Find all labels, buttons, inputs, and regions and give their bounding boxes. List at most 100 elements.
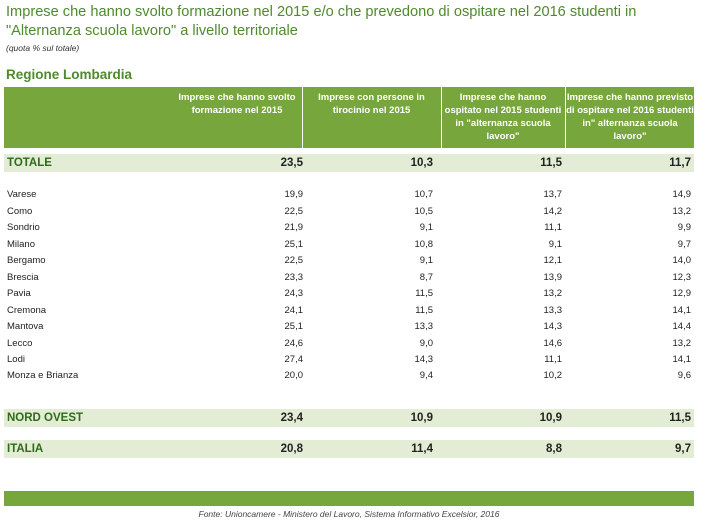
table-row: Mantova 25,1 13,3 14,3 14,4 xyxy=(4,319,694,335)
table-title: Imprese che hanno svolto formazione nel … xyxy=(6,4,637,39)
cell-value: 14,1 xyxy=(672,305,692,316)
cell-value: 22,5 xyxy=(284,206,304,217)
cell-value: 20,0 xyxy=(284,370,304,381)
cell-value: 11,5 xyxy=(415,288,433,299)
cell-value: 8,8 xyxy=(546,443,562,455)
cell-value: 14,6 xyxy=(543,338,563,349)
cell-value: 14,1 xyxy=(672,354,692,365)
cell-value: 11,7 xyxy=(669,157,691,169)
cell-value: 11,5 xyxy=(415,305,433,316)
cell-value: 14,9 xyxy=(672,189,692,200)
row-label: Cremona xyxy=(7,305,47,316)
cell-value: 24,1 xyxy=(284,305,304,316)
table-row: Lecco 24,6 9,0 14,6 13,2 xyxy=(4,336,694,352)
cell-value: 20,8 xyxy=(280,443,303,455)
table-row: Brescia 23,3 8,7 13,9 12,3 xyxy=(4,270,694,286)
table-row: Pavia 24,3 11,5 13,2 12,9 xyxy=(4,286,694,302)
cell-value: 14,0 xyxy=(672,255,692,266)
cell-value: 23,5 xyxy=(280,157,303,169)
italia-band xyxy=(4,440,694,458)
cell-value: 13,2 xyxy=(672,206,692,217)
table-row: Como 22,5 10,5 14,2 13,2 xyxy=(4,204,694,220)
cell-value: 13,3 xyxy=(414,321,434,332)
row-label: TOTALE xyxy=(7,157,52,169)
cell-value: 10,7 xyxy=(414,189,434,200)
row-label: Mantova xyxy=(7,321,44,332)
cell-value: 10,3 xyxy=(410,157,433,169)
cell-value: 12,1 xyxy=(543,255,563,266)
row-label: Bergamo xyxy=(7,255,46,266)
row-label: Sondrio xyxy=(7,222,40,233)
cell-value: 11,5 xyxy=(540,157,562,169)
cell-value: 9,7 xyxy=(677,239,691,250)
table-row: Lodi 27,4 14,3 11,1 14,1 xyxy=(4,352,694,368)
row-label: Como xyxy=(7,206,33,217)
cell-value: 27,4 xyxy=(284,354,304,365)
cell-value: 9,7 xyxy=(675,443,691,455)
source-note: Fonte: Unioncamere - Ministero del Lavor… xyxy=(198,509,500,519)
cell-value: 12,3 xyxy=(672,272,692,283)
header-divider xyxy=(302,87,303,148)
cell-value: 9,1 xyxy=(419,255,433,266)
cell-value: 23,3 xyxy=(284,272,304,283)
cell-value: 13,2 xyxy=(672,338,692,349)
italia-row: ITALIA 20,8 11,4 8,8 9,7 xyxy=(4,440,694,458)
cell-value: 10,2 xyxy=(543,370,563,381)
cell-value: 25,1 xyxy=(284,239,304,250)
cell-value: 13,9 xyxy=(543,272,563,283)
cell-value: 10,9 xyxy=(539,412,562,424)
cell-value: 9,0 xyxy=(419,338,433,349)
row-label: Brescia xyxy=(7,272,39,283)
header-divider xyxy=(565,87,566,148)
row-label: NORD OVEST xyxy=(7,412,84,424)
cell-value: 14,4 xyxy=(672,321,692,332)
cell-value: 10,5 xyxy=(414,206,434,217)
totale-row: TOTALE 23,5 10,3 11,5 11,7 xyxy=(4,154,694,172)
cell-value: 10,8 xyxy=(414,239,434,250)
footer-bar xyxy=(4,491,694,506)
cell-value: 11,5 xyxy=(669,412,691,424)
table-row: Monza e Brianza 20,0 9,4 10,2 9,6 xyxy=(4,368,694,384)
cell-value: 9,6 xyxy=(677,370,691,381)
cell-value: 13,3 xyxy=(543,305,563,316)
cell-value: 11,4 xyxy=(411,443,433,455)
row-label: Milano xyxy=(7,239,35,250)
cell-value: 24,3 xyxy=(284,288,304,299)
row-label: Lodi xyxy=(7,354,25,365)
cell-value: 11,1 xyxy=(544,354,562,365)
row-label: Lecco xyxy=(7,338,33,349)
row-label: ITALIA xyxy=(7,443,44,455)
cell-value: 21,9 xyxy=(284,222,304,233)
totale-band xyxy=(4,154,694,172)
nord-ovest-row: NORD OVEST 23,4 10,9 10,9 11,5 xyxy=(4,409,694,427)
cell-value: 11,1 xyxy=(544,222,562,233)
column-header-tirocinio: Imprese con persone in tirocinio nel 201… xyxy=(318,92,425,116)
cell-value: 13,2 xyxy=(543,288,563,299)
nord-ovest-band xyxy=(4,409,694,427)
cell-value: 9,9 xyxy=(677,222,691,233)
cell-value: 22,5 xyxy=(284,255,304,266)
table-subtitle: (quota % sul totale) xyxy=(6,43,80,53)
row-label: Monza e Brianza xyxy=(7,370,79,381)
table-row: Varese 19,9 10,7 13,7 14,9 xyxy=(4,187,694,203)
table-row: Milano 25,1 10,8 9,1 9,7 xyxy=(4,237,694,253)
row-label: Varese xyxy=(7,189,37,200)
column-header-band: Imprese che hanno svolto formazione nel … xyxy=(4,87,694,148)
cell-value: 19,9 xyxy=(284,189,304,200)
cell-value: 14,3 xyxy=(414,354,434,365)
cell-value: 24,6 xyxy=(284,338,304,349)
cell-value: 9,1 xyxy=(419,222,433,233)
cell-value: 23,4 xyxy=(280,412,303,424)
cell-value: 12,9 xyxy=(672,288,692,299)
cell-value: 14,3 xyxy=(543,321,563,332)
table-row: Sondrio 21,9 9,1 11,1 9,9 xyxy=(4,220,694,236)
column-header-previsto-2016: Imprese che hanno previsto di ospitare n… xyxy=(566,92,694,142)
cell-value: 25,1 xyxy=(284,321,304,332)
cell-value: 9,1 xyxy=(548,239,562,250)
cell-value: 13,7 xyxy=(543,189,563,200)
column-header-formazione: Imprese che hanno svolto formazione nel … xyxy=(178,92,296,116)
row-label: Pavia xyxy=(7,288,31,299)
table-row: Cremona 24,1 11,5 13,3 14,1 xyxy=(4,303,694,319)
cell-value: 9,4 xyxy=(419,370,433,381)
cell-value: 14,2 xyxy=(543,206,563,217)
